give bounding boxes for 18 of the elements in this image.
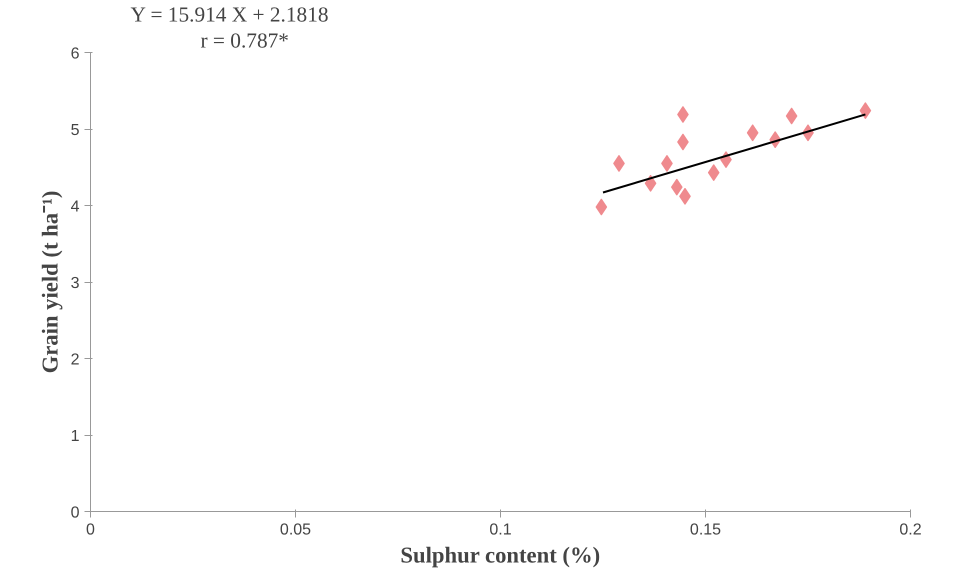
point <box>708 164 720 182</box>
y-tick-label: 3 <box>70 275 80 292</box>
text: r = 0.787* <box>200 28 289 52</box>
y-tick-label: 5 <box>70 122 80 139</box>
x-tick-label: 0.05 <box>280 522 312 538</box>
y-tick-label: 2 <box>70 352 80 368</box>
x-tick-label: 0.15 <box>690 522 722 538</box>
point <box>670 178 683 196</box>
x-tick-label: 0 <box>86 522 96 538</box>
y-tick-label: 6 <box>70 46 80 62</box>
y-axis-title: Grain yield (t ha⁻¹) <box>38 190 63 374</box>
y-tick-label: 1 <box>70 428 80 445</box>
text: Y = 15.914 X + 2.1818 <box>130 2 329 26</box>
y-tick-label: 0 <box>70 504 80 522</box>
x-axis-title: Sulphur content (%) <box>400 542 600 568</box>
y-tick-label: 4 <box>70 198 80 216</box>
x-tick-label: 0.2 <box>899 522 922 538</box>
x-tick-label: 0.1 <box>489 522 512 538</box>
